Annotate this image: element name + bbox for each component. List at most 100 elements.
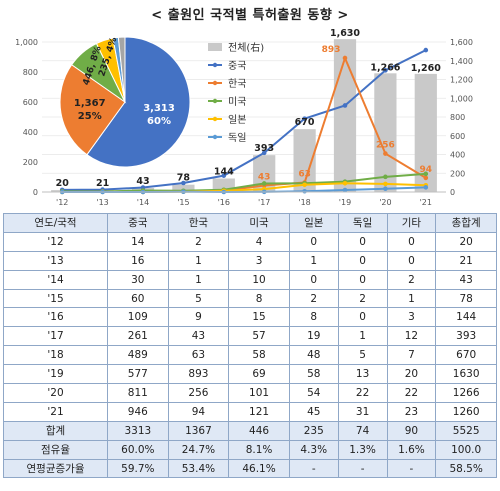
- pie-label: 1,367 25%: [74, 98, 106, 122]
- table-cell: 19: [288, 326, 339, 347]
- table-cell: 46.1%: [228, 458, 290, 479]
- table-cell: 74: [337, 420, 388, 441]
- table-cell: 946: [107, 401, 169, 422]
- table-cell: 21: [435, 250, 497, 271]
- table-cell: 20: [386, 364, 437, 385]
- total-data-label: 20: [56, 178, 70, 189]
- row-label: '17: [2, 326, 109, 347]
- table-cell: 7: [386, 345, 437, 366]
- table-cell: 5: [337, 345, 388, 366]
- table-cell: 59.7%: [107, 458, 169, 479]
- row-label: '14: [2, 269, 109, 290]
- table-cell: 1630: [435, 364, 497, 385]
- table-cell: 101: [228, 383, 290, 403]
- total-data-label: 21: [96, 178, 109, 189]
- legend-label: 전체(右): [228, 41, 264, 54]
- table-row: '15 60 5 8 2 2 1 78: [2, 288, 497, 309]
- table-cell: 3: [386, 307, 437, 328]
- table-cell: 57: [228, 326, 290, 347]
- table-cell: 43: [435, 269, 497, 290]
- table-cell: 393: [435, 326, 497, 347]
- left-axis-tick: 200: [23, 158, 38, 167]
- series-point: [261, 181, 267, 186]
- left-axis-tick: 800: [23, 68, 38, 77]
- table-cell: 261: [107, 326, 169, 347]
- table-cell: 1: [337, 326, 388, 347]
- table-cell: 0: [337, 269, 388, 290]
- table-cell: 60.0%: [107, 439, 169, 460]
- column-header: 미국: [228, 213, 290, 233]
- table-row: '18 489 63 58 48 5 7 670: [2, 345, 497, 366]
- table-cell: 109: [107, 307, 169, 328]
- legend-label: 일본: [228, 114, 246, 126]
- table-cell: 58.5%: [435, 458, 497, 479]
- table-cell: -: [386, 458, 437, 479]
- x-axis-tick: '13: [96, 198, 108, 207]
- x-axis-tick: '14: [137, 198, 149, 207]
- table-row: '16 109 9 15 8 0 3 144: [2, 307, 497, 328]
- series-point: [221, 173, 227, 178]
- table-cell: 4: [228, 231, 290, 252]
- table-cell: 235: [288, 420, 339, 441]
- table-cell: 90: [386, 420, 437, 441]
- row-label: 연평균증가율: [2, 458, 109, 479]
- table-cell: 9: [167, 307, 230, 328]
- table-cell: 4.3%: [288, 439, 339, 460]
- table-cell: 577: [107, 364, 169, 385]
- x-axis-tick: '19: [339, 198, 351, 207]
- row-label: '15: [2, 288, 109, 309]
- table-cell: 0: [337, 250, 388, 271]
- series-point: [302, 182, 307, 188]
- table-cell: 1.3%: [337, 439, 388, 460]
- chart-axes: 0 200 400 600 800 1,000 0 200 400 600 800 1,000 1,20…: [15, 38, 473, 207]
- left-axis-tick: 1,000: [15, 38, 38, 47]
- table-cell: 1266: [435, 383, 497, 403]
- table-cell: 31: [337, 401, 388, 422]
- table-cell: 16: [107, 250, 169, 271]
- table-cell: 1: [167, 250, 230, 271]
- x-axis-tick: '16: [218, 198, 230, 207]
- row-label: '20: [2, 383, 109, 403]
- table-cell: 22: [337, 383, 388, 403]
- table-cell: 30: [107, 269, 169, 290]
- series-point: [302, 188, 307, 194]
- total-data-label: 1,260: [411, 63, 441, 74]
- row-label: '12: [2, 231, 109, 252]
- series-point: [342, 55, 348, 61]
- series-point: [181, 180, 186, 186]
- table-cell: 3313: [107, 420, 169, 441]
- x-axis-tick: '12: [56, 198, 68, 207]
- x-axis-tick: '17: [258, 198, 270, 207]
- total-data-label: 1,266: [370, 62, 400, 73]
- series-point: [383, 186, 388, 191]
- table-cell: 121: [228, 401, 290, 422]
- table-cell: 2: [386, 269, 437, 290]
- table-cell: 670: [435, 345, 497, 366]
- table-row: '20 811 256 101 54 22 22 1266: [2, 383, 497, 403]
- series-line: [62, 49, 427, 191]
- table-cell: 58: [288, 364, 339, 385]
- table-cell: 2: [337, 288, 388, 309]
- table-cell: 0: [386, 231, 437, 252]
- right-axis-tick: 400: [450, 151, 465, 160]
- right-axis-tick: 800: [450, 113, 465, 122]
- table-row: '12 14 2 4 0 0 0 20: [2, 231, 497, 252]
- table-cell: 1.6%: [386, 439, 437, 460]
- series-point: [383, 174, 388, 180]
- table-cell: 0: [288, 231, 339, 252]
- right-axis-tick: 0: [450, 188, 455, 197]
- x-axis-tick: '21: [420, 198, 432, 207]
- series-point: [423, 175, 429, 181]
- table-row: '13 16 1 3 1 0 0 21: [2, 250, 497, 271]
- pie-slice: [117, 36, 126, 103]
- table-cell: 2: [167, 231, 230, 252]
- legend-marker: [212, 80, 218, 86]
- row-label: '18: [2, 345, 109, 366]
- table-cell: 20: [435, 231, 497, 252]
- column-header: 일본: [288, 213, 339, 233]
- total-bar: [374, 73, 397, 192]
- row-label: '16: [2, 307, 109, 328]
- table-cell: 3: [228, 250, 290, 271]
- table-cell: 8: [228, 288, 290, 309]
